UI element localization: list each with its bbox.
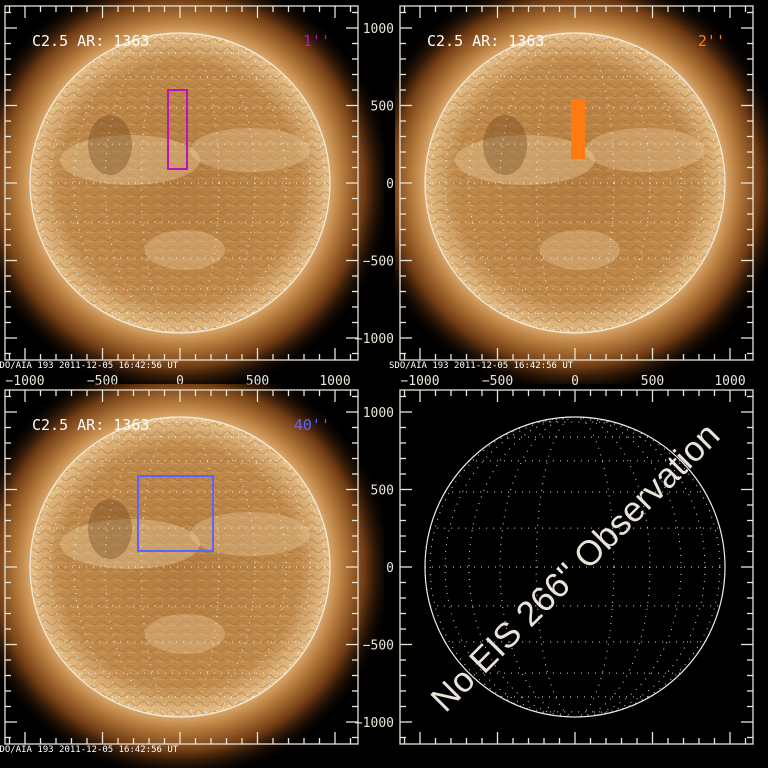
x-tick-label: −1000 <box>5 374 44 389</box>
limb-circle <box>29 32 331 334</box>
y-tick-label: 1000 <box>363 406 394 421</box>
panel-content <box>0 384 384 768</box>
limb-circle <box>424 416 726 718</box>
active-region-bright <box>190 512 310 556</box>
panel-content <box>395 0 768 384</box>
y-tick-label: 500 <box>371 100 394 115</box>
y-tick-label: 0 <box>386 561 394 576</box>
timestamp-footer: SDO/AIA 193 2011-12-05 16:42:56 UT <box>0 745 179 755</box>
limb-circle <box>29 416 331 718</box>
x-tick-label: 0 <box>571 374 579 389</box>
eis-raster-box <box>167 89 188 170</box>
longitude-line <box>49 32 311 334</box>
active-region-bright <box>455 135 595 185</box>
active-region-bright <box>145 614 225 654</box>
longitude-line <box>499 32 651 334</box>
x-tick-label: 500 <box>641 374 664 389</box>
x-tick-label: −1000 <box>400 374 439 389</box>
longitude-line <box>73 416 287 718</box>
axis-ticks <box>400 390 753 744</box>
y-tick-label: −500 <box>363 639 394 654</box>
axis-ticks <box>5 6 358 360</box>
limb-circle <box>424 32 726 334</box>
solar-texture <box>30 417 330 717</box>
timestamp-footer: SDO/AIA 193 2011-12-05 16:42:56 UT <box>389 361 574 371</box>
axis-ticks <box>400 6 753 360</box>
active-region-bright <box>60 519 200 569</box>
slit-width-label: 1'' <box>303 32 330 50</box>
flare-title: C2.5 AR: 1363 <box>427 32 544 50</box>
y-tick-label: −500 <box>363 255 394 270</box>
flare-title: C2.5 AR: 1363 <box>32 416 149 434</box>
slit-width-label: 40'' <box>294 416 330 434</box>
timestamp-footer: SDO/AIA 193 2011-12-05 16:42:56 UT <box>0 361 179 371</box>
x-tick-label: −500 <box>482 374 513 389</box>
solar-texture <box>425 33 725 333</box>
coronal-hole <box>88 115 132 175</box>
active-region-bright <box>60 135 200 185</box>
longitude-line <box>49 416 311 718</box>
y-tick-label: 0 <box>386 177 394 192</box>
flare-title: C2.5 AR: 1363 <box>32 32 149 50</box>
active-region-bright <box>145 230 225 270</box>
x-tick-label: 1000 <box>319 374 350 389</box>
eis-raster-box <box>571 99 585 159</box>
slit-width-label: 2'' <box>698 32 725 50</box>
eis-raster-box <box>137 475 214 552</box>
longitude-line <box>499 416 651 718</box>
x-tick-label: 0 <box>176 374 184 389</box>
panel-top-right: −1000 −1000 −500 −500 0 0 500 500 1000 1000 C2.5 A… <box>355 0 768 389</box>
active-region-bright <box>585 128 705 172</box>
longitude-line <box>73 32 287 334</box>
longitude-line <box>104 416 256 718</box>
solar-texture <box>30 33 330 333</box>
y-tick-label: 1000 <box>363 22 394 37</box>
longitude-line <box>104 32 256 334</box>
x-tick-label: 1000 <box>714 374 745 389</box>
active-region-bright <box>190 128 310 172</box>
active-region-bright <box>540 230 620 270</box>
y-tick-label: −1000 <box>355 332 394 347</box>
coronal-hole <box>483 115 527 175</box>
longitude-line <box>444 32 706 334</box>
axis-ticks <box>5 390 358 744</box>
y-tick-label: 500 <box>371 484 394 499</box>
longitude-line <box>444 416 706 718</box>
panel-bottom-left: C2.5 AR: 1363 40'' SDO/AIA 193 2011-12-05 … <box>0 384 384 768</box>
coronal-hole <box>88 499 132 559</box>
panel-content <box>0 0 384 384</box>
y-tick-label: −1000 <box>355 716 394 731</box>
